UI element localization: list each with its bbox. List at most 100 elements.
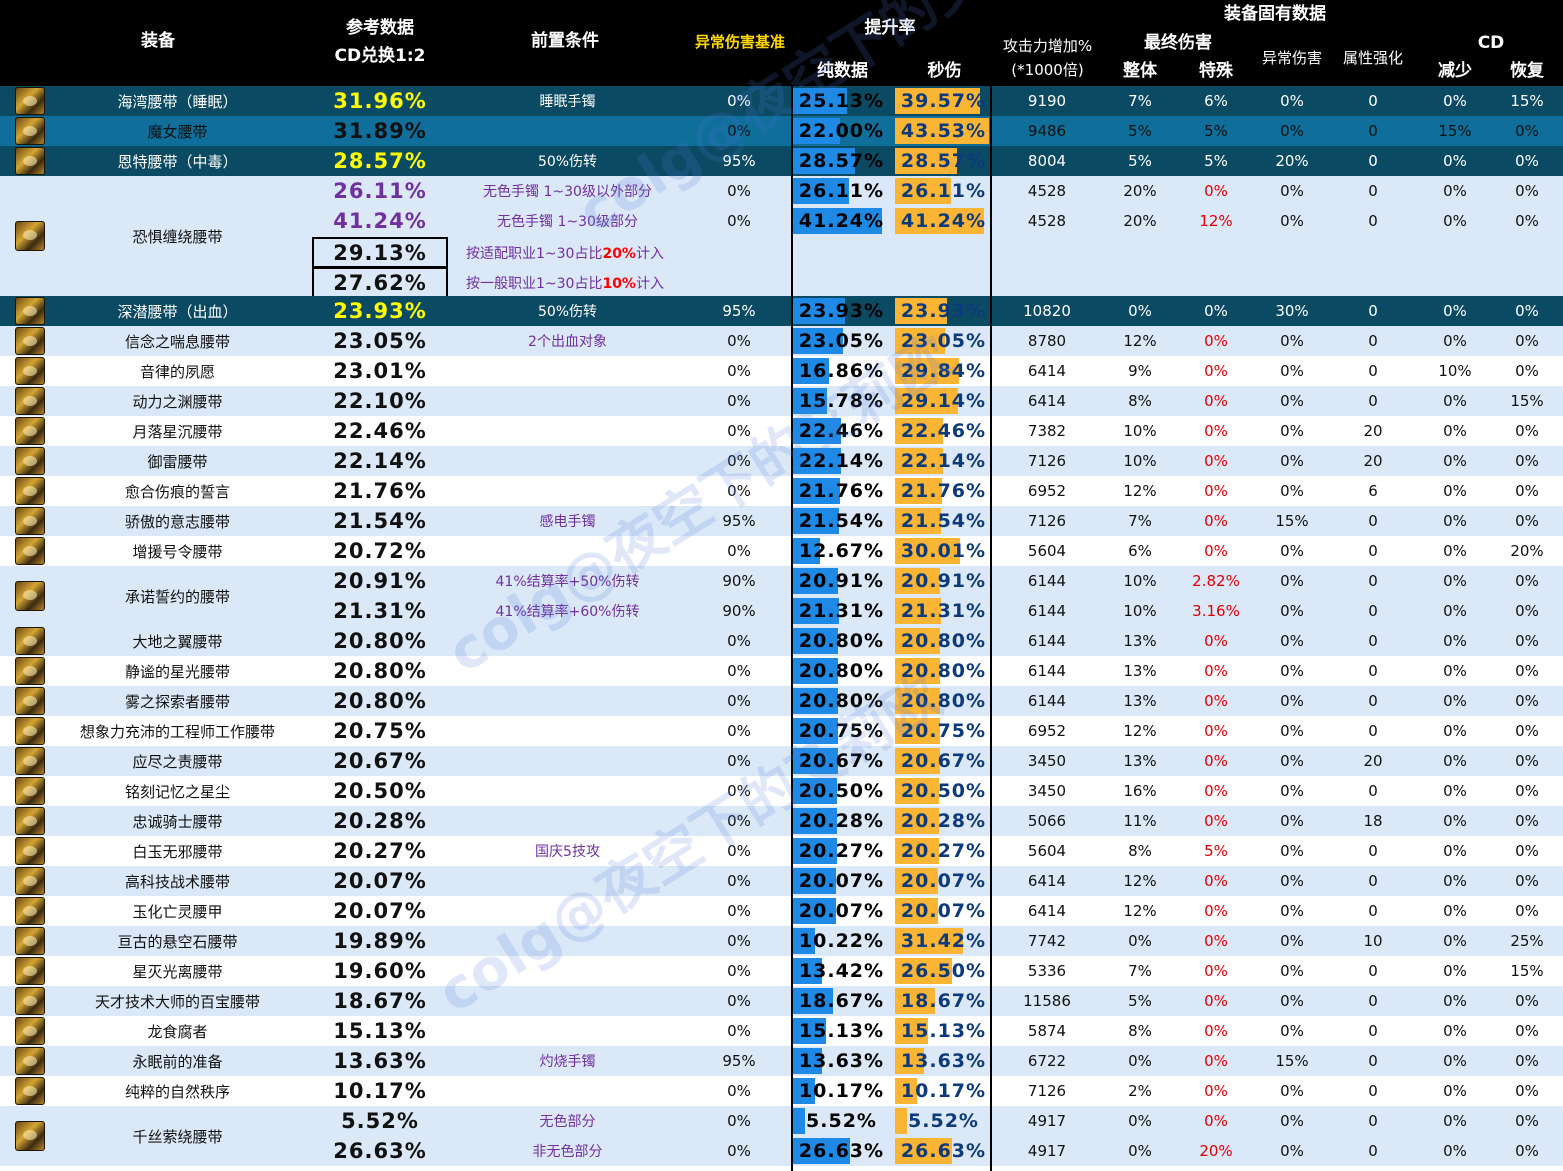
table-row[interactable]: 想象力充沛的工程师工作腰带 20.75% 0% 20.75% 20.75% 6952 12%… xyxy=(0,716,1563,746)
table-subrow[interactable]: 26.63% 非无色部分 0% 26.63% 26.63% 4917 0% 20% 0% 0 0% 0… xyxy=(0,1136,1563,1166)
cell-name: 愈合伤痕的誓言 xyxy=(124,482,230,501)
cell-cond: 2个出血对象 xyxy=(528,334,607,350)
equipment-icon xyxy=(15,1121,45,1151)
table-row[interactable]: 龙食腐者 15.13% 0% 15.13% 15.13% 5874 8% 0% 0% 0 0% 0% xyxy=(0,1016,1563,1046)
equipment-icon xyxy=(15,417,45,445)
pure-data-label: 20.07% xyxy=(798,900,885,922)
cell-abdmg: 0% xyxy=(1280,662,1304,680)
table-subrow[interactable]: 21.31% 41%结算率+60%伤转 90% 21.31% 21.31% 6144 10%… xyxy=(0,596,1563,626)
table-row[interactable]: 增援号令腰带 20.72% 0% 12.67% 30.01% 5604 6% 0% 0% 0 0% 2… xyxy=(0,536,1563,566)
cell-abn: 0% xyxy=(727,662,751,680)
cell-abdmg: 0% xyxy=(1280,1112,1304,1130)
pure-data-bar xyxy=(793,778,838,804)
cell-overall: 8% xyxy=(1128,1022,1152,1040)
cell-overall: 8% xyxy=(1128,842,1152,860)
cell-cdr: 0% xyxy=(1443,782,1467,800)
table-row[interactable]: 骄傲的意志腰带 21.54% 感电手镯 95% 21.54% 21.54% 7126 7% 0%… xyxy=(0,506,1563,536)
table-row-group[interactable]: 恐惧缠绕腰带 xyxy=(0,176,1563,296)
table-row[interactable]: 大地之翼腰带 20.80% 0% 20.80% 20.80% 6144 13% 0% 0% 0 0%… xyxy=(0,626,1563,656)
cell-special: 0% xyxy=(1204,962,1228,980)
table-row[interactable]: 玉化亡灵腰甲 20.07% 0% 20.07% 20.07% 6414 12% 0% 0% 0 0%… xyxy=(0,896,1563,926)
table-row[interactable]: 高科技战术腰带 20.07% 0% 20.07% 20.07% 6414 12% 0% 0% 0 0… xyxy=(0,866,1563,896)
cell-abdmg: 0% xyxy=(1280,542,1304,560)
table-row[interactable]: 亘古的悬空石腰带 19.89% 0% 10.22% 31.42% 7742 0% 0% 0% 10… xyxy=(0,926,1563,956)
dps-label: 21.31% xyxy=(900,600,987,622)
cell-ref: 23.01% xyxy=(333,359,427,383)
pure-data-label: 26.63% xyxy=(798,1140,885,1162)
equipment-icon xyxy=(15,477,45,505)
table-row[interactable]: 愈合伤痕的誓言 21.76% 0% 21.76% 21.76% 6952 12% 0% 0% 6 0… xyxy=(0,476,1563,506)
cell-abn: 0% xyxy=(727,452,751,470)
table-row[interactable]: 御雷腰带 22.14% 0% 22.14% 22.14% 7126 10% 0% 0% 20 0% 0… xyxy=(0,446,1563,476)
cell-cond xyxy=(470,536,665,566)
dps-label: 26.11% xyxy=(900,180,987,202)
dps-bar xyxy=(895,838,939,864)
cell-special: 0% xyxy=(1204,302,1228,320)
table-row[interactable]: 动力之渊腰带 22.10% 0% 15.78% 29.14% 6414 8% 0% 0% 0 0% 1… xyxy=(0,386,1563,416)
table-row[interactable]: 忠诚骑士腰带 20.28% 0% 20.28% 20.28% 5066 11% 0% 0% 18 0… xyxy=(0,806,1563,836)
table-row[interactable]: 铭刻记忆之星尘 20.50% 0% 20.50% 20.50% 3450 16% 0% 0% 0 0… xyxy=(0,776,1563,806)
header-precondition: 前置条件 xyxy=(531,31,599,51)
cell-rec: 0% xyxy=(1515,752,1539,770)
table-row[interactable]: 纯粹的自然秩序 10.17% 0% 10.17% 10.17% 7126 2% 0% 0% 0 0%… xyxy=(0,1076,1563,1106)
cell-overall: 5% xyxy=(1128,152,1152,170)
cell-abn: 0% xyxy=(727,1112,751,1130)
cell-rec: 0% xyxy=(1515,572,1539,590)
equipment-icon xyxy=(15,507,45,535)
table-row[interactable]: 天才技术大师的百宝腰带 18.67% 0% 18.67% 18.67% 11586 5% 0%… xyxy=(0,986,1563,1016)
table-subrow[interactable]: 5.52% 无色部分 0% 5.52% 5.52% 4917 0% 0% 0% 0 0% 0% xyxy=(0,1106,1563,1136)
dps-label: 21.54% xyxy=(900,510,987,532)
cell-ref: 21.76% xyxy=(333,479,427,503)
equipment-icon xyxy=(15,747,45,775)
cell-elem: 0 xyxy=(1368,1022,1378,1040)
pure-data-label: 16.86% xyxy=(798,360,885,382)
cell-special: 0% xyxy=(1204,512,1228,530)
table-row-group[interactable]: 千丝萦绕腰带 xyxy=(0,1106,1563,1166)
cell-ref: 20.67% xyxy=(333,749,427,773)
table-row[interactable]: 魔女腰带 31.89% 0% 22.00% 43.53% 9486 5% 5% 0% 0 15% 0% xyxy=(0,116,1563,146)
dps-label: 18.67% xyxy=(900,990,987,1012)
table-subrow[interactable]: 26.11% 无色手镯 1~30级以外部分 0% 26.11% 26.11% 4528 20… xyxy=(0,176,1563,206)
cell-special: 12% xyxy=(1199,212,1233,230)
table-row[interactable]: 深潜腰带（出血） 23.93% 50%伤转 95% 23.93% 23.93% 10820 0… xyxy=(0,296,1563,326)
cell-atk: 6952 xyxy=(1027,482,1067,500)
cell-rec: 0% xyxy=(1515,182,1539,200)
table-row[interactable]: 静谧的星光腰带 20.80% 0% 20.80% 20.80% 6144 13% 0% 0% 0 0… xyxy=(0,656,1563,686)
cell-cond xyxy=(470,656,665,686)
table-row[interactable]: 音律的夙愿 23.01% 0% 16.86% 29.84% 6414 9% 0% 0% 0 10% 0… xyxy=(0,356,1563,386)
equipment-icon xyxy=(15,87,45,115)
header-pure-data: 纯数据 xyxy=(817,61,868,81)
table-subrow[interactable]: 41.24% 无色手镯 1~30级部分 0% 41.24% 41.24% 4528 20% 1… xyxy=(0,206,1563,236)
cell-cond: 国庆5技攻 xyxy=(535,844,600,860)
cell-abn: 95% xyxy=(722,302,756,320)
cell-overall: 20% xyxy=(1123,182,1157,200)
table-row[interactable]: 星灭光离腰带 19.60% 0% 13.42% 26.50% 5336 7% 0% 0% 0 0% 1… xyxy=(0,956,1563,986)
cell-cdr: 0% xyxy=(1443,482,1467,500)
dps-bar xyxy=(895,388,958,414)
table-row[interactable]: 永眠前的准备 13.63% 灼烧手镯 95% 13.63% 13.63% 6722 0% 0% 1… xyxy=(0,1046,1563,1076)
table-row[interactable]: 恩特腰带（中毒） 28.57% 50%伤转 95% 28.57% 28.57% 8004 5%… xyxy=(0,146,1563,176)
table-row[interactable]: 应尽之责腰带 20.67% 0% 20.67% 20.67% 3450 13% 0% 0% 20 0… xyxy=(0,746,1563,776)
dps-label: 10.17% xyxy=(900,1080,987,1102)
cell-cdr: 0% xyxy=(1443,632,1467,650)
equipment-icon xyxy=(15,327,45,355)
table-row[interactable]: 海湾腰带（睡眠） 31.96% 睡眠手镯 0% 25.13% 39.57% 9190 7% 6%… xyxy=(0,86,1563,116)
table-row[interactable]: 雾之探索者腰带 20.80% 0% 20.80% 20.80% 6144 13% 0% 0% 0 0… xyxy=(0,686,1563,716)
table-row[interactable]: 信念之喘息腰带 23.05% 2个出血对象 0% 23.05% 23.05% 8780 12%… xyxy=(0,326,1563,356)
cell-abn: 0% xyxy=(727,362,751,380)
dps-label: 5.52% xyxy=(908,1110,979,1132)
cell-cond: 无色部分 xyxy=(539,1114,596,1130)
pure-data-label: 20.80% xyxy=(798,660,885,682)
cell-name: 纯粹的自然秩序 xyxy=(124,1082,230,1101)
table-row[interactable]: 白玉无邪腰带 20.27% 国庆5技攻 0% 20.27% 20.27% 5604 8% 5% 0… xyxy=(0,836,1563,866)
table-subrow[interactable]: 20.91% 41%结算率+50%伤转 90% 20.91% 20.91% 6144 10%… xyxy=(0,566,1563,596)
cell-abn: 95% xyxy=(722,512,756,530)
cell-rec: 0% xyxy=(1515,1142,1539,1160)
note-text: 按一般职业1~30占比 xyxy=(466,276,603,292)
cell-elem: 20 xyxy=(1363,752,1383,770)
cell-atk: 6952 xyxy=(1027,722,1067,740)
table-row[interactable]: 月落星沉腰带 22.46% 0% 22.46% 22.46% 7382 10% 0% 0% 20 0… xyxy=(0,416,1563,446)
dps-label: 20.80% xyxy=(900,690,987,712)
table-row-group[interactable]: 承诺誓约的腰带 xyxy=(0,566,1563,626)
cell-special: 0% xyxy=(1204,452,1228,470)
